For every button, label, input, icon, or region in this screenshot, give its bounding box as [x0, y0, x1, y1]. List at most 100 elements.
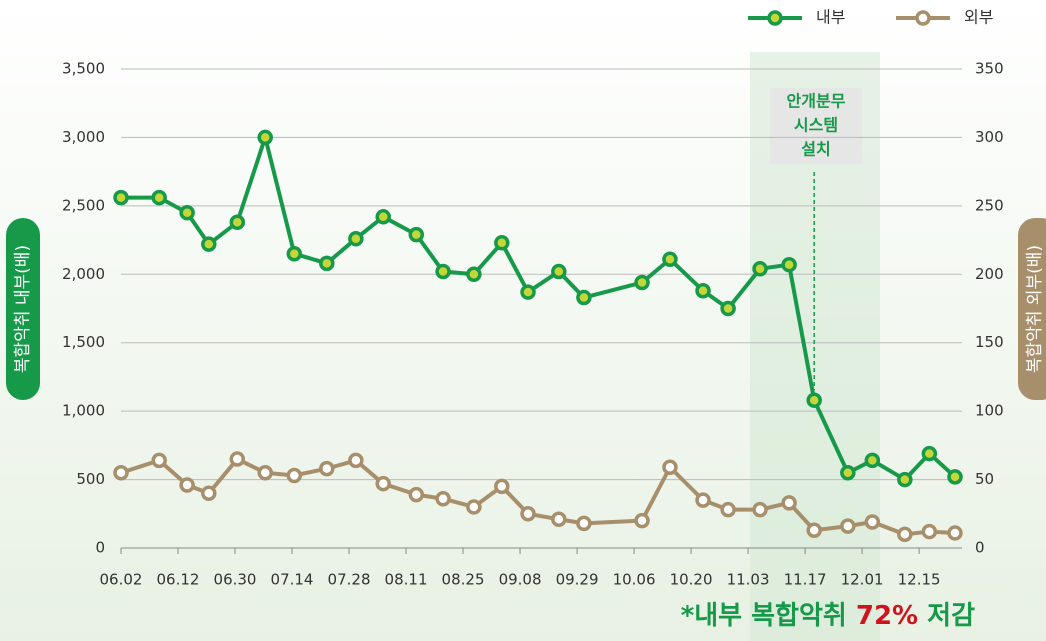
marker	[520, 284, 536, 300]
legend-marker	[767, 10, 783, 26]
y-tick-label: 2,500	[62, 196, 105, 214]
footnote-part: *내부 복합악취	[681, 601, 856, 631]
x-tick-label: 12.15	[898, 571, 941, 589]
y2-tick-label: 200	[975, 265, 1004, 283]
x-tick-label: 07.14	[271, 571, 314, 589]
y2-tick-label: 100	[975, 402, 1004, 420]
y2-tick-label: 150	[975, 333, 1004, 351]
marker	[113, 189, 129, 206]
annotation: 안개분무	[787, 92, 846, 111]
marker	[151, 452, 167, 469]
x-tick-label: 11.03	[727, 571, 770, 589]
marker	[348, 452, 364, 469]
x-tick-label: 06.02	[100, 571, 143, 589]
x-tick-label: 10.20	[670, 571, 713, 589]
marker	[634, 274, 650, 291]
footnote-part: 저감	[918, 601, 975, 631]
marker	[806, 392, 822, 408]
y-label-pill	[6, 218, 40, 400]
marker	[840, 464, 856, 481]
marker	[466, 499, 482, 515]
marker	[897, 526, 913, 543]
marker	[781, 256, 797, 273]
marker	[864, 514, 881, 530]
marker	[375, 475, 391, 492]
x-tick-label: 09.29	[556, 571, 599, 589]
marker	[257, 464, 273, 481]
marker	[752, 501, 768, 518]
marker	[662, 459, 678, 476]
marker	[408, 226, 425, 243]
legend-label: 외부	[964, 8, 993, 27]
y2-tick-label: 0	[975, 539, 985, 557]
marker	[286, 467, 303, 484]
marker	[551, 263, 567, 280]
marker	[201, 485, 217, 502]
marker	[806, 522, 822, 538]
marker	[947, 469, 963, 485]
y2-tick-label: 300	[975, 128, 1004, 146]
y2-tick-label: 350	[975, 60, 1004, 78]
marker	[286, 246, 303, 262]
annotation-box	[770, 88, 862, 164]
y-tick-label: 3,000	[62, 128, 105, 146]
y2-axis-title: 복합악취 외부(배)	[1025, 245, 1045, 373]
marker	[662, 251, 678, 267]
x-tick-label: 12.01	[841, 571, 884, 589]
y-tick-label: 500	[76, 470, 105, 488]
marker	[494, 235, 510, 251]
marker	[375, 209, 391, 225]
annotation: 설치	[801, 140, 830, 159]
marker	[113, 464, 129, 481]
marker	[695, 282, 711, 299]
marker	[695, 492, 711, 508]
x-tick-label: 07.28	[328, 571, 371, 589]
marker	[466, 266, 482, 283]
marker	[494, 478, 510, 495]
marker	[781, 495, 797, 511]
y-tick-label: 3,500	[62, 60, 105, 78]
y-tick-label: 1,500	[62, 333, 105, 351]
footnote: *내부 복합악취 72% 저감	[681, 601, 975, 631]
marker	[720, 300, 736, 317]
x-tick-label: 08.25	[442, 571, 485, 589]
marker	[576, 515, 592, 532]
marker	[179, 477, 195, 493]
y-axis-title: 복합악취 내부(배)	[13, 245, 33, 373]
legend-label: 내부	[816, 8, 845, 27]
y-tick-label: 1,000	[62, 402, 105, 420]
marker	[179, 204, 195, 221]
marker	[348, 230, 364, 247]
annotation: 시스템	[794, 116, 838, 135]
marker	[634, 512, 650, 529]
y-tick-label: 2,000	[62, 265, 105, 283]
marker	[435, 490, 451, 507]
marker	[229, 451, 246, 467]
x-tick-label: 10.06	[613, 571, 656, 589]
marker	[576, 289, 592, 306]
y2-tick-label: 250	[975, 196, 1004, 214]
y2-tick-label: 50	[975, 470, 994, 488]
marker	[840, 518, 856, 534]
marker	[435, 263, 451, 280]
x-tick-label: 06.30	[214, 571, 257, 589]
x-tick-label: 08.11	[385, 571, 428, 589]
marker	[319, 255, 335, 272]
marker	[257, 129, 273, 146]
marker	[752, 261, 768, 277]
marker	[947, 525, 963, 541]
marker	[319, 460, 335, 477]
y-tick-label: 0	[95, 539, 105, 557]
marker	[151, 189, 167, 206]
marker	[720, 501, 736, 518]
legend-marker	[915, 10, 931, 26]
marker	[229, 214, 246, 231]
marker	[864, 452, 881, 469]
marker	[897, 471, 913, 488]
marker	[921, 523, 938, 540]
y2-label-pill	[1018, 218, 1046, 400]
marker	[408, 486, 425, 503]
footnote-highlight: 72%	[856, 601, 918, 631]
